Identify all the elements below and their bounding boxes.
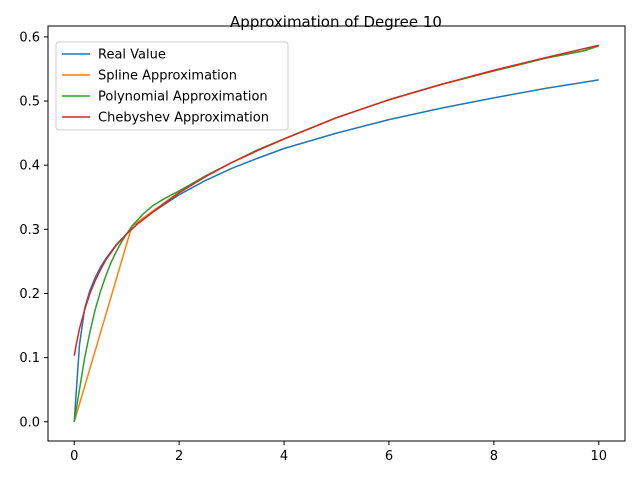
x-tick-label: 0 [70,449,78,464]
legend: Real Value Spline Approximation Polynomial… [55,41,289,131]
x-tick-label: 2 [175,449,183,464]
y-tick-label: 0.5 [19,95,40,110]
y-tick-label: 0.0 [19,415,40,430]
legend-label: Chebyshev Approximation [98,111,269,126]
legend-label: Polynomial Approximation [98,90,268,105]
x-tick-label: 8 [490,449,498,464]
plot-frame [47,25,626,442]
y-axis: 0.0 0.1 0.2 0.3 0.4 0.5 0.6 [19,30,48,430]
x-axis: 0 2 4 6 8 10 [70,441,607,464]
y-tick-label: 0.3 [19,223,40,238]
x-tick-label: 6 [385,449,393,464]
x-tick-label: 10 [590,449,607,464]
plot-area [73,44,600,422]
y-tick-label: 0.6 [19,30,40,45]
series-line-4 [73,44,599,356]
y-tick-label: 0.1 [19,351,40,366]
legend-label: Real Value [98,48,166,63]
chart-title: Approximation of Degree 10 [230,13,442,31]
y-tick-label: 0.4 [19,159,40,174]
legend-label: Spline Approximation [98,69,237,84]
x-tick-label: 4 [280,449,288,464]
legend-box [55,41,289,131]
y-tick-label: 0.2 [19,287,40,302]
series-line-1 [73,79,599,422]
